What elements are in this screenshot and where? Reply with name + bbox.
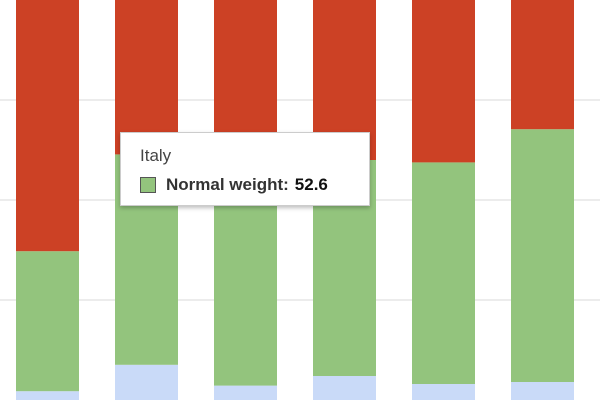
bar-segment-1-0[interactable] bbox=[115, 364, 178, 400]
tooltip-value: 52.6 bbox=[294, 175, 328, 194]
bar-segment-3-0[interactable] bbox=[313, 376, 376, 400]
bar-segment-2-0[interactable] bbox=[214, 385, 277, 400]
bar-segment-4-1[interactable] bbox=[412, 162, 475, 384]
tooltip-row: Normal weight : 52.6 bbox=[140, 175, 328, 195]
bar-segment-5-1[interactable] bbox=[511, 129, 574, 382]
bar-segment-2-1[interactable] bbox=[214, 174, 277, 386]
tooltip-swatch bbox=[140, 177, 156, 193]
tooltip-series-label: Normal weight bbox=[166, 175, 284, 194]
bar-segment-0-2[interactable] bbox=[16, 0, 79, 252]
bar-segment-4-2[interactable] bbox=[412, 0, 475, 163]
bar-segment-4-0[interactable] bbox=[412, 384, 475, 400]
bar-segment-5-0[interactable] bbox=[511, 382, 574, 400]
bar-segment-0-0[interactable] bbox=[16, 391, 79, 400]
tooltip-separator: : bbox=[283, 175, 289, 194]
bar-segment-1-2[interactable] bbox=[115, 0, 178, 155]
tooltip: Italy Normal weight : 52.6 bbox=[120, 132, 370, 206]
bar-segment-0-1[interactable] bbox=[16, 251, 79, 392]
tooltip-title: Italy bbox=[140, 146, 172, 165]
bar-segment-5-2[interactable] bbox=[511, 0, 574, 130]
